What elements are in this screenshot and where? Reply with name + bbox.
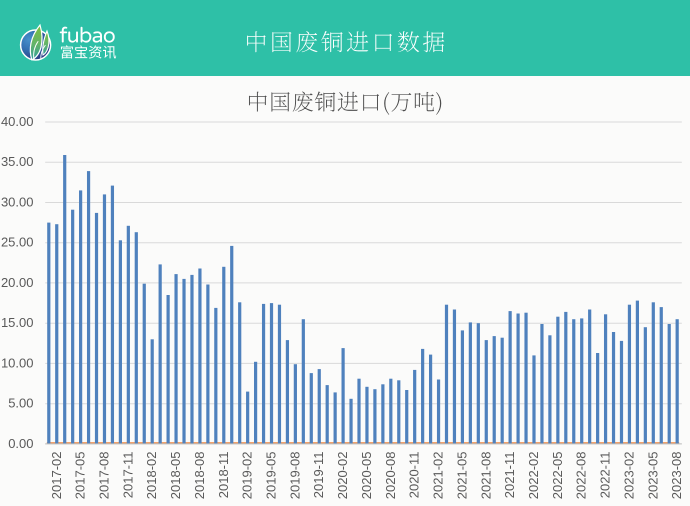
svg-text:2019-05: 2019-05 <box>264 452 279 500</box>
svg-text:2019-08: 2019-08 <box>287 452 302 500</box>
svg-text:2018-05: 2018-05 <box>168 452 183 500</box>
svg-text:2022-02: 2022-02 <box>526 452 541 500</box>
svg-text:2018-08: 2018-08 <box>192 452 207 500</box>
svg-text:2022-08: 2022-08 <box>574 452 589 500</box>
svg-text:2017-08: 2017-08 <box>97 452 112 500</box>
svg-text:2020-05: 2020-05 <box>359 452 374 500</box>
svg-text:2017-02: 2017-02 <box>49 452 64 500</box>
svg-text:30.00: 30.00 <box>1 195 34 210</box>
svg-text:2021-11: 2021-11 <box>502 452 517 499</box>
svg-text:2020-02: 2020-02 <box>335 452 350 500</box>
svg-text:25.00: 25.00 <box>1 235 34 250</box>
svg-text:2017-11: 2017-11 <box>120 452 135 499</box>
svg-text:2018-02: 2018-02 <box>144 452 159 500</box>
svg-text:2020-11: 2020-11 <box>407 452 422 499</box>
svg-text:0.00: 0.00 <box>8 436 33 451</box>
svg-text:2021-08: 2021-08 <box>478 452 493 500</box>
svg-text:2019-11: 2019-11 <box>311 452 326 499</box>
svg-text:2018-11: 2018-11 <box>216 452 231 499</box>
svg-text:2022-05: 2022-05 <box>550 452 565 500</box>
svg-text:2022-11: 2022-11 <box>598 452 613 499</box>
svg-text:2017-05: 2017-05 <box>73 452 88 500</box>
svg-text:40.00: 40.00 <box>1 114 34 129</box>
svg-text:2020-08: 2020-08 <box>383 452 398 500</box>
svg-text:10.00: 10.00 <box>1 355 34 370</box>
svg-text:15.00: 15.00 <box>1 315 34 330</box>
svg-text:2023-02: 2023-02 <box>621 452 636 500</box>
svg-text:2021-02: 2021-02 <box>431 452 446 500</box>
svg-text:2019-02: 2019-02 <box>240 452 255 500</box>
svg-text:20.00: 20.00 <box>1 275 34 290</box>
svg-text:2023-08: 2023-08 <box>669 452 684 500</box>
svg-text:5.00: 5.00 <box>8 396 33 411</box>
svg-text:2023-05: 2023-05 <box>645 452 660 500</box>
svg-text:2021-05: 2021-05 <box>454 452 469 500</box>
svg-text:35.00: 35.00 <box>1 154 34 169</box>
